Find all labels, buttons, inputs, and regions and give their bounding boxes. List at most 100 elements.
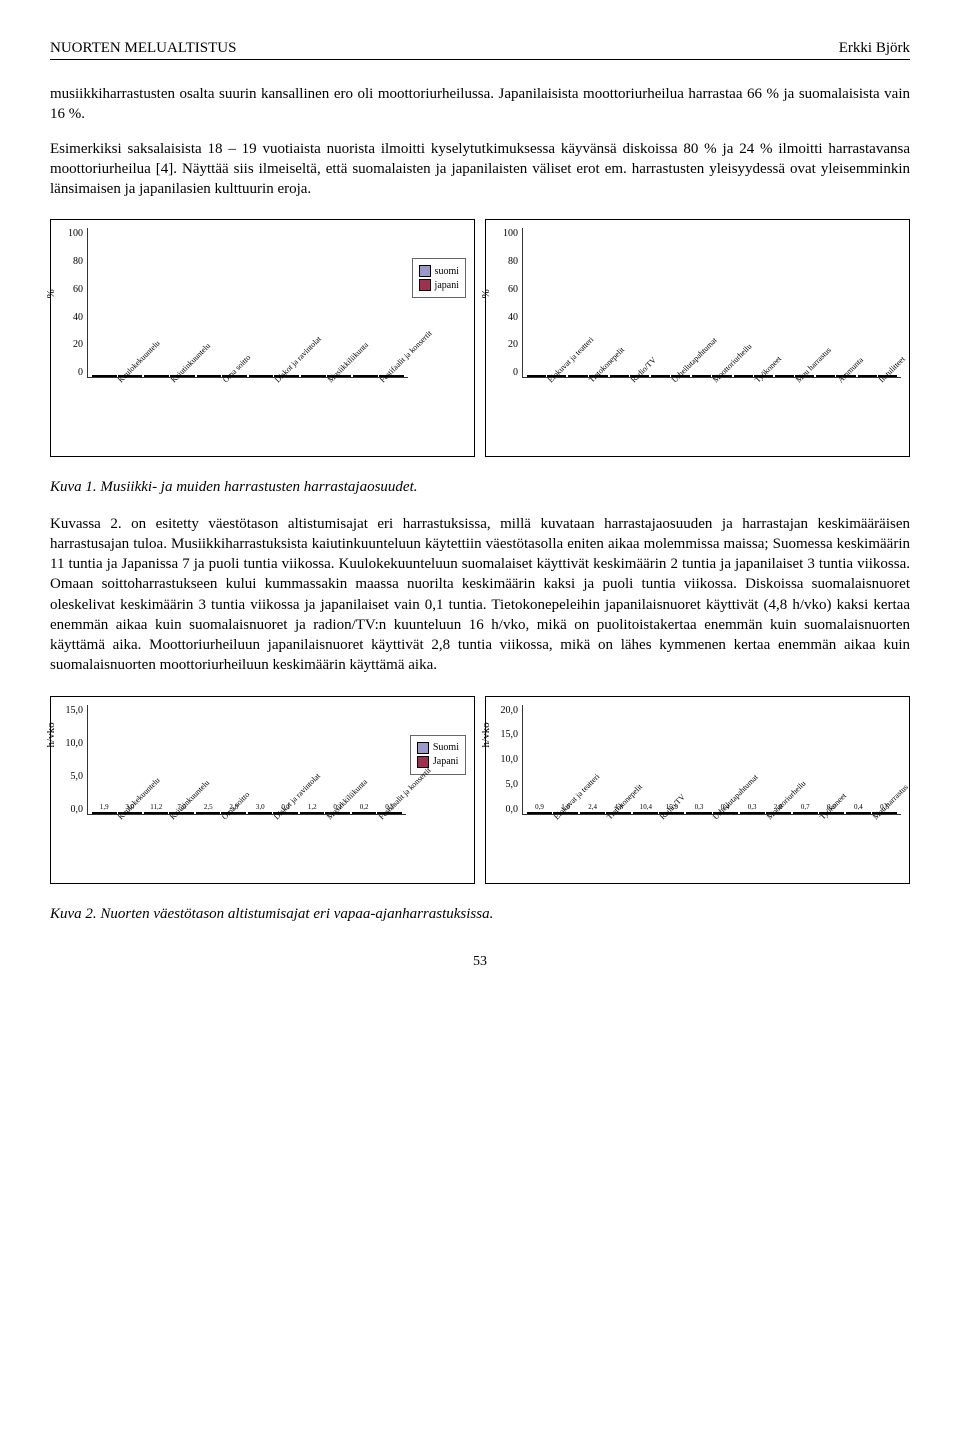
bar <box>816 375 835 377</box>
x-label: Diskot ja ravintolat <box>248 378 298 448</box>
ytick: 80 <box>494 256 518 267</box>
paragraph-1: musiikkiharrastusten osalta suurin kansa… <box>50 84 910 125</box>
chart-2b: h/vko 20,015,010,05,00,0 0,91,02,44,810,… <box>485 696 910 884</box>
bar <box>353 375 378 377</box>
bar: 11,2 <box>144 812 169 814</box>
page-number: 53 <box>50 954 910 970</box>
ytick: 40 <box>494 312 518 323</box>
bar-value-label: 2,4 <box>588 803 597 811</box>
bar: 1,9 <box>92 812 117 814</box>
x-label: Kaiutinkuuntelu <box>143 378 193 448</box>
x-label: Oma soitto <box>196 378 246 448</box>
bar <box>568 375 587 377</box>
bar <box>301 375 326 377</box>
x-label: Elokuvat ja teatteri <box>526 378 565 448</box>
bar-value-label: 0,9 <box>535 803 544 811</box>
bar-value-label: 10,4 <box>640 803 652 811</box>
bar <box>651 375 670 377</box>
x-label: Kuulokekuuntelu <box>91 815 141 875</box>
ytick: 100 <box>494 228 518 239</box>
x-label: Festifaalit ja konsertit <box>353 378 403 448</box>
legend-label: japani <box>435 280 459 291</box>
legend-swatch <box>419 279 431 291</box>
ytick: 100 <box>59 228 83 239</box>
x-label: Ammunta <box>816 378 855 448</box>
paragraph-2: Esimerkiksi saksalaisista 18 – 19 vuotia… <box>50 139 910 200</box>
ytick: 60 <box>494 284 518 295</box>
paragraph-3: Kuvassa 2. on esitetty väestötason altis… <box>50 514 910 676</box>
bar-value-label: 3,0 <box>256 803 265 811</box>
bar-value-label: 11,2 <box>150 803 162 811</box>
bar <box>610 375 629 377</box>
figure-2: h/vko 15,010,05,00,0 1,93,011,27,52,52,8… <box>50 696 910 884</box>
page-header: NUORTEN MELUALTISTUS Erkki Björk <box>50 40 910 60</box>
bar: 0,2 <box>352 812 377 814</box>
legend-item: Suomi <box>417 742 459 754</box>
legend-item: japani <box>419 279 459 291</box>
legend-swatch <box>417 742 429 754</box>
x-label: Diskot ja ravintolat <box>247 815 297 875</box>
bar: 2,4 <box>580 812 605 814</box>
ytick: 5,0 <box>494 779 518 790</box>
bar-value-label: 0,3 <box>748 803 757 811</box>
bar-value-label: 0,2 <box>360 803 369 811</box>
caption-2: Kuva 2. Nuorten väestötason altistumisaj… <box>50 904 910 924</box>
bar <box>527 375 546 377</box>
ytick: 15,0 <box>494 729 518 740</box>
chart-2a-yaxis: 15,010,05,00,0 <box>59 705 87 815</box>
chart-1b-ytitle: % <box>480 289 492 298</box>
chart-1b: % 100806040200 Elokuvat ja teatteriTieto… <box>485 219 910 457</box>
x-label: Musiikkiliikunta <box>301 378 351 448</box>
bar-value-label: 2,5 <box>204 803 213 811</box>
bar-value-label: 0,7 <box>801 803 810 811</box>
ytick: 0 <box>59 367 83 378</box>
x-label: Oma soitto <box>195 815 245 875</box>
chart-2a-ytitle: h/vko <box>45 722 57 747</box>
ytick: 0,0 <box>494 804 518 815</box>
ytick: 0 <box>494 367 518 378</box>
x-label: Kaiutinkuuntelu <box>143 815 193 875</box>
chart-2a-xlabels: KuulokekuunteluKaiutinkuunteluOma soitto… <box>87 815 406 875</box>
x-label: Ilotulitteet <box>858 378 897 448</box>
ytick: 20,0 <box>494 705 518 716</box>
ytick: 60 <box>59 284 83 295</box>
chart-1a: % 100806040200 KuulokekuunteluKaiutinkuu… <box>50 219 475 457</box>
bar: 10,4 <box>633 812 658 814</box>
x-label: Moottoriurheilu <box>692 378 731 448</box>
bar <box>92 375 117 377</box>
ytick: 80 <box>59 256 83 267</box>
x-label: Urheilutapahtumat <box>686 815 737 875</box>
legend-label: Suomi <box>433 742 459 753</box>
bar: 3,0 <box>248 812 273 814</box>
bar <box>144 375 169 377</box>
ytick: 10,0 <box>59 738 83 749</box>
bar <box>775 375 794 377</box>
bar: 0,3 <box>686 812 711 814</box>
ytick: 0,0 <box>59 804 83 815</box>
x-label: Kuulokekuuntelu <box>91 378 141 448</box>
bar: 2,5 <box>196 812 221 814</box>
legend-label: Japani <box>433 756 459 767</box>
chart-2a-legend: Suomi Japani <box>410 735 466 775</box>
ytick: 40 <box>59 312 83 323</box>
legend-item: suomi <box>419 265 459 277</box>
x-label: Musiikkiliikunta <box>300 815 350 875</box>
bar-value-label: 0,4 <box>854 803 863 811</box>
x-label: Radio/TV <box>609 378 648 448</box>
caption-1: Kuva 1. Musiikki- ja muiden harrastusten… <box>50 477 910 497</box>
x-label: Muu harrastus <box>846 815 897 875</box>
bar: 1,2 <box>300 812 325 814</box>
chart-1a-xlabels: KuulokekuunteluKaiutinkuunteluOma soitto… <box>87 378 408 448</box>
chart-2b-ytitle: h/vko <box>480 722 492 747</box>
chart-1a-yaxis: 100 80 60 40 20 0 <box>59 228 87 378</box>
bar-value-label: 0,3 <box>695 803 704 811</box>
legend-label: suomi <box>435 266 459 277</box>
figure-1: % 100 80 60 40 20 0 KuulokekuunteluKaiutinkuu… <box>50 219 910 457</box>
legend-item: Japani <box>417 756 459 768</box>
x-label: Elokuvat ja teatteri <box>526 815 577 875</box>
chart-2b-xlabels: Elokuvat ja teatteriTietokonepelitRadio/… <box>522 815 901 875</box>
header-right: Erkki Björk <box>839 40 910 57</box>
chart-2a: h/vko 15,010,05,00,0 1,93,011,27,52,52,8… <box>50 696 475 884</box>
ytick: 20 <box>59 339 83 350</box>
x-label: Radio/TV <box>633 815 684 875</box>
